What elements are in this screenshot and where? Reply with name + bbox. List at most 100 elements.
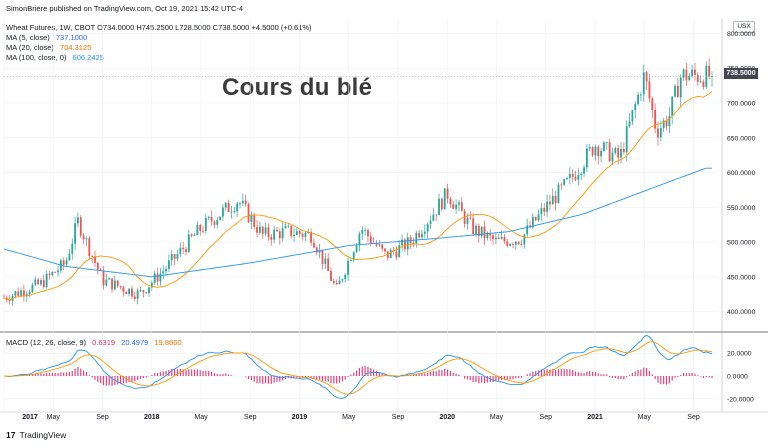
- ma20-label: MA (20, close): [6, 43, 54, 52]
- candle-body: [358, 233, 361, 246]
- candle-body: [313, 242, 315, 248]
- candle-body: [318, 250, 321, 253]
- candle-body: [486, 232, 489, 239]
- candle-body: [338, 280, 341, 285]
- candle-body: [31, 284, 34, 293]
- candle-body: [330, 270, 332, 281]
- candle-body: [344, 274, 347, 280]
- candle-body: [531, 217, 534, 228]
- ma100-legend: MA (100, close, 0) 606.2425: [6, 53, 104, 62]
- candle-body: [281, 228, 284, 239]
- candle-body: [480, 226, 483, 237]
- candle-body: [477, 225, 480, 237]
- candle-body: [91, 256, 94, 257]
- candle-body: [244, 200, 247, 204]
- candle-body: [222, 207, 224, 217]
- ma20-legend: MA (20, close) 704.3125: [6, 43, 91, 52]
- candle-body: [688, 75, 691, 81]
- candle-body: [332, 280, 335, 284]
- candle-body: [179, 247, 182, 254]
- candle-body: [603, 142, 605, 151]
- candle-body: [438, 198, 440, 216]
- candle-body: [469, 217, 472, 219]
- candle-body: [466, 217, 469, 224]
- ma5-label: MA (5, close): [6, 33, 50, 42]
- candle-body: [665, 120, 668, 127]
- candle-body: [173, 254, 176, 259]
- candle-body: [227, 202, 230, 213]
- candle-body: [79, 217, 82, 236]
- candle-body: [654, 109, 657, 129]
- candle-body: [523, 234, 526, 245]
- candle-body: [671, 96, 674, 117]
- x-tick-label: Sep: [392, 414, 405, 421]
- candle-body: [443, 188, 446, 210]
- candle-body: [460, 202, 463, 212]
- candle-body: [682, 69, 685, 78]
- candle-body: [500, 236, 503, 239]
- candle-body: [554, 195, 557, 204]
- candle-body: [685, 69, 688, 81]
- macd-label: MACD (12, 26, close, 9): [6, 338, 87, 347]
- candle-body: [423, 231, 426, 234]
- candle-body: [369, 236, 372, 243]
- candle-body: [290, 225, 293, 237]
- candle-body: [563, 179, 566, 185]
- candle-body: [594, 146, 597, 156]
- currency-badge[interactable]: USX: [733, 21, 755, 33]
- candle-body: [361, 230, 364, 234]
- candle-body: [625, 126, 628, 153]
- candle-body: [108, 278, 111, 280]
- y-tick-label: 650.0000: [727, 135, 756, 142]
- x-tick-label: Sep: [244, 414, 257, 421]
- candle-body: [315, 247, 318, 253]
- candle-body: [99, 269, 102, 271]
- x-tick-label: May: [342, 414, 356, 421]
- candle-body: [256, 226, 258, 233]
- x-tick-label: May: [47, 414, 61, 421]
- candle-body: [321, 250, 324, 264]
- candle-body: [591, 147, 594, 156]
- candle-body: [489, 232, 492, 236]
- macd-legend: MACD (12, 26, close, 9) 0.6319 20.4979 1…: [6, 338, 182, 347]
- candle-body: [659, 128, 662, 138]
- candle-body: [165, 268, 167, 272]
- candle-body: [605, 142, 608, 144]
- candle-body: [17, 291, 20, 296]
- y-tick-label: 700.0000: [727, 101, 756, 108]
- candle-body: [284, 226, 287, 229]
- candle-body: [23, 290, 25, 297]
- candle-body: [213, 221, 216, 225]
- candle-body: [492, 235, 494, 240]
- candle-body: [278, 231, 281, 239]
- candle-body: [452, 204, 455, 209]
- x-tick-label: Sep: [687, 414, 700, 421]
- candle-body: [415, 233, 418, 244]
- candle-body: [708, 65, 711, 77]
- tradingview-logo-icon: 17: [6, 430, 16, 440]
- candle-body: [204, 217, 207, 231]
- candle-body: [421, 233, 423, 238]
- candle-body: [264, 227, 267, 234]
- candle-body: [503, 236, 506, 242]
- candle-body: [270, 236, 273, 240]
- candle-body: [40, 280, 42, 285]
- candle-body: [250, 215, 253, 223]
- x-tick-label: Sep: [96, 414, 109, 421]
- candle-body: [176, 253, 179, 259]
- candle-body: [620, 148, 622, 158]
- candle-body: [253, 215, 256, 227]
- y-tick-label: 550.0000: [727, 205, 756, 212]
- candle-body: [412, 243, 415, 244]
- candle-body: [611, 153, 614, 162]
- candle-body: [406, 237, 409, 250]
- candle-body: [597, 146, 600, 157]
- candle-body: [622, 148, 625, 153]
- candle-body: [301, 233, 304, 237]
- macd-line: [3, 334, 713, 399]
- candle-body: [113, 280, 116, 290]
- candle-body: [702, 81, 705, 87]
- candle-body: [219, 216, 221, 221]
- symbol-line: Wheat Futures, 1W, CBOT O734.0000 H745.2…: [6, 23, 312, 32]
- candle-body: [327, 258, 330, 271]
